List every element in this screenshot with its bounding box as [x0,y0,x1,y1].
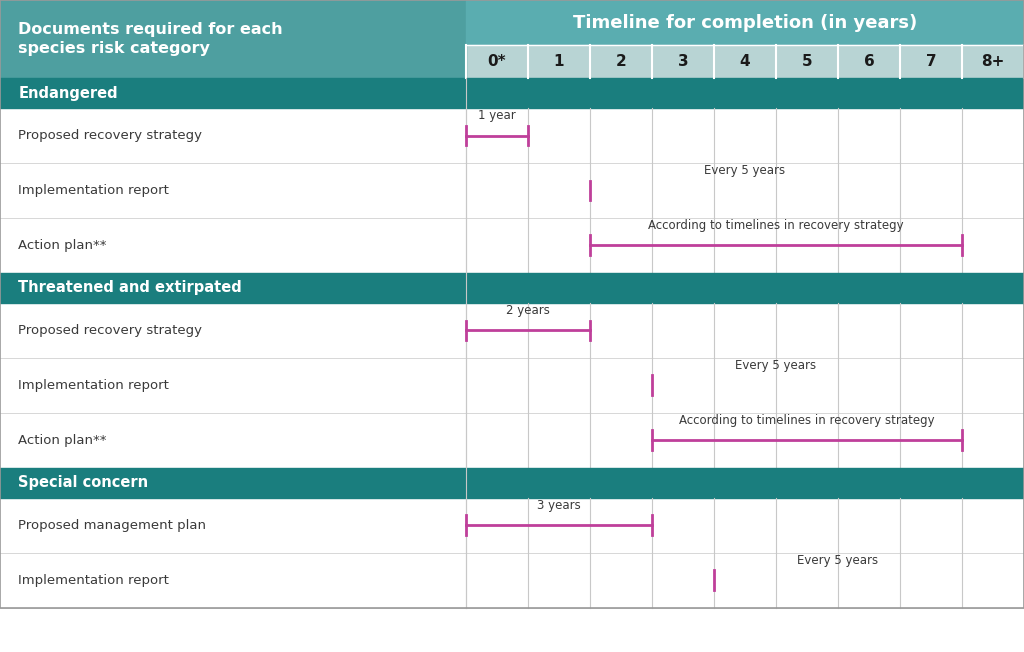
Text: 2: 2 [615,54,627,69]
Text: Implementation report: Implementation report [18,574,169,587]
Text: Every 5 years: Every 5 years [705,164,785,177]
Text: Threatened and extirpated: Threatened and extirpated [18,280,243,295]
Text: Every 5 years: Every 5 years [798,554,879,567]
Text: 1 year: 1 year [478,109,516,122]
Bar [0,0,466,78]
Bar [0,273,1024,303]
Text: 5: 5 [802,54,812,69]
Text: Action plan**: Action plan** [18,239,106,252]
Bar [0,498,1024,553]
Bar [0,218,1024,273]
Bar [466,0,1024,45]
Bar [0,108,1024,163]
Text: Proposed recovery strategy: Proposed recovery strategy [18,129,203,142]
Text: 4: 4 [739,54,751,69]
Bar [466,45,1024,78]
Bar [0,163,1024,218]
Text: 3 years: 3 years [537,499,581,512]
Text: According to timelines in recovery strategy: According to timelines in recovery strat… [648,218,904,231]
Text: Action plan**: Action plan** [18,434,106,447]
Text: Proposed recovery strategy: Proposed recovery strategy [18,324,203,337]
Text: Special concern: Special concern [18,475,148,490]
Text: Timeline for completion (in years): Timeline for completion (in years) [572,14,918,31]
Text: Implementation report: Implementation report [18,379,169,392]
Text: 3: 3 [678,54,688,69]
Text: 0*: 0* [487,54,506,69]
Text: Every 5 years: Every 5 years [735,359,816,372]
Text: Implementation report: Implementation report [18,184,169,197]
Bar [0,413,1024,467]
Text: 8+: 8+ [981,54,1005,69]
Bar [0,553,1024,608]
Text: Documents required for each
species risk category: Documents required for each species risk… [18,22,283,56]
Text: Proposed management plan: Proposed management plan [18,519,207,532]
Bar [0,467,1024,498]
Text: 7: 7 [926,54,936,69]
Bar [0,358,1024,413]
Bar [0,78,1024,108]
Text: 6: 6 [863,54,874,69]
Bar [0,45,466,78]
Bar [0,303,1024,358]
Text: 1: 1 [554,54,564,69]
Text: According to timelines in recovery strategy: According to timelines in recovery strat… [679,413,935,426]
Text: 2 years: 2 years [506,304,550,317]
Text: Endangered: Endangered [18,85,118,100]
